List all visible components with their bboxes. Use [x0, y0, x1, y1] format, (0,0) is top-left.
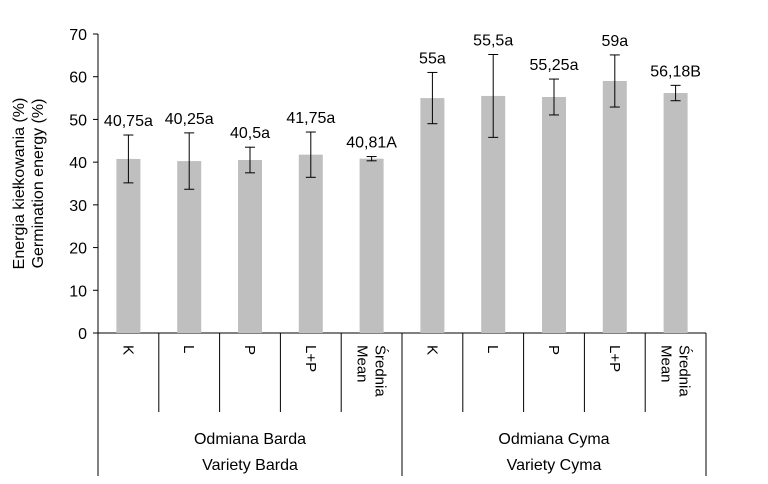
group-label: Odmiana Cyma	[498, 431, 609, 448]
category-label: ŚredniaMean	[658, 345, 694, 397]
category-label: L	[180, 345, 197, 353]
category-label-line: K	[423, 345, 440, 355]
y-axis-label-line: Germination energy (%)	[30, 99, 47, 269]
category-label: L+P	[302, 345, 319, 372]
data-label: 40,81A	[346, 135, 397, 152]
bars	[116, 54, 688, 333]
y-tick-label: 40	[69, 155, 87, 172]
category-label: ŚredniaMean	[354, 345, 390, 397]
y-tick-label: 30	[69, 198, 87, 215]
data-label: 55,25a	[530, 57, 579, 74]
y-tick-label: 70	[69, 27, 87, 44]
category-label-line: P	[545, 345, 562, 355]
y-tick-label: 10	[69, 283, 87, 300]
category-label-line: L	[180, 345, 197, 353]
category-label: K	[423, 345, 440, 355]
category-label: P	[545, 345, 562, 355]
bar	[238, 160, 262, 333]
y-tick-label: 60	[69, 70, 87, 87]
bar	[420, 98, 445, 333]
data-label: 55a	[419, 50, 446, 67]
category-label-line: Średnia	[676, 345, 694, 397]
category-label-line: L+P	[606, 345, 623, 372]
data-label: 40,25a	[165, 111, 214, 128]
category-label-line: Średnia	[372, 345, 390, 397]
y-axis-label-line: Energia kiełkowania (%)	[11, 98, 28, 270]
category-label-line: L	[484, 345, 501, 353]
data-label: 40,5a	[230, 125, 270, 142]
category-label: L	[484, 345, 501, 353]
category-label-line: L+P	[302, 345, 319, 372]
data-label: 59a	[601, 33, 628, 50]
category-label: L+P	[606, 345, 623, 372]
category-label: K	[119, 345, 136, 355]
category-label: P	[241, 345, 258, 355]
bar	[663, 93, 688, 333]
data-label: 40,75a	[104, 113, 153, 130]
group-label: Variety Barda	[202, 457, 298, 474]
group-label: Odmiana Barda	[194, 431, 306, 448]
group-label: Variety Cyma	[507, 457, 602, 474]
category-label-line: Mean	[658, 345, 675, 383]
bar	[298, 154, 323, 333]
bar	[359, 158, 384, 333]
bar	[116, 158, 141, 333]
axes: 0 10 20 30 40 50 60 70 Energia kiełkowania (%) Ge…	[11, 27, 706, 343]
y-tick-label: 20	[69, 241, 87, 258]
y-axis-label: Energia kiełkowania (%) Germination energ…	[11, 98, 47, 270]
y-tick-label: 50	[69, 112, 87, 129]
bar	[542, 97, 566, 333]
data-labels: 40,75a 40,25a 40,5a 41,75a 40,81A 55a 55,5a 55,…	[104, 33, 701, 152]
data-label: 41,75a	[286, 110, 335, 127]
category-label-line: P	[241, 345, 258, 355]
data-label: 56,18B	[650, 63, 701, 80]
bar	[602, 80, 627, 333]
y-tick-label: 0	[78, 326, 87, 343]
category-label-line: Mean	[354, 345, 371, 383]
data-label: 55,5a	[473, 33, 513, 50]
category-label-line: K	[119, 345, 136, 355]
